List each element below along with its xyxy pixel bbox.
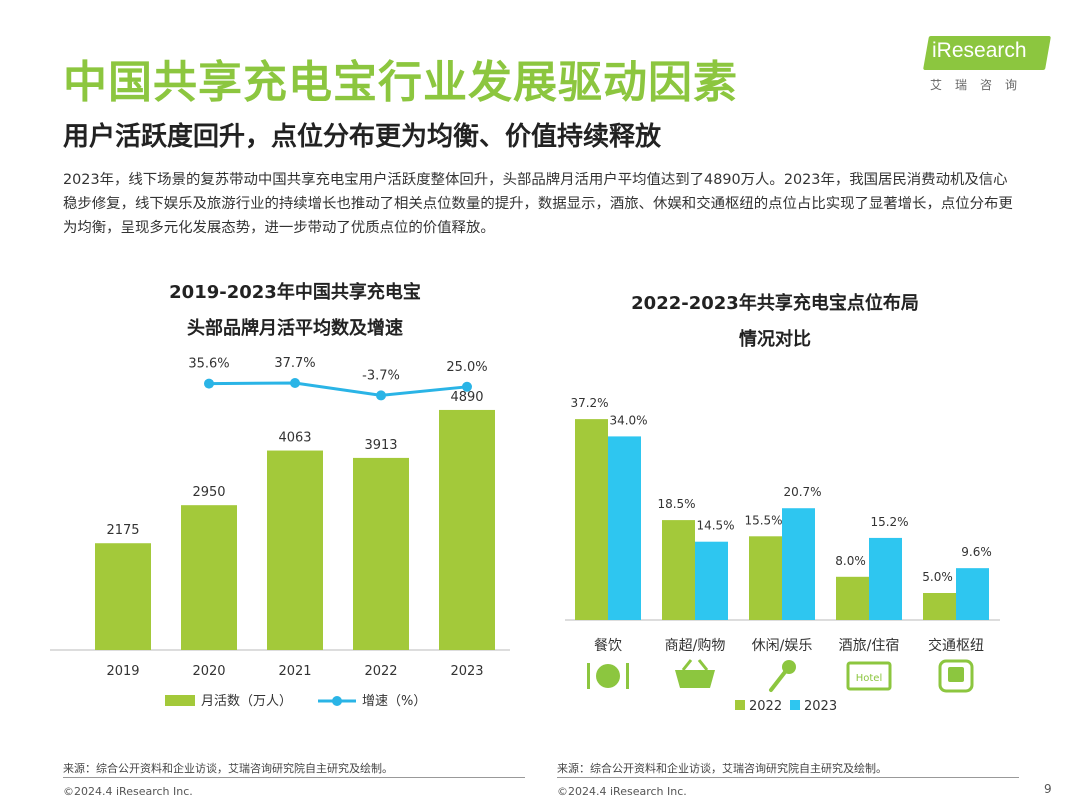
fork <box>587 663 590 689</box>
logo-subtext: 艾瑞咨询 <box>930 78 1031 92</box>
chart1-title-line1: 2019-2023年中国共享充电宝 <box>169 282 421 303</box>
page-subtitle: 用户活跃度回升，点位分布更为均衡、价值持续释放 <box>63 122 662 152</box>
growth-line <box>208 381 468 397</box>
dining-icon <box>587 663 629 689</box>
source-note-right: 来源：综合公开资料和企业访谈，艾瑞咨询研究院自主研究及绘制。 <box>557 762 887 775</box>
category-label-休闲/娱乐: 休闲/娱乐 <box>752 638 813 654</box>
bar-2022-餐饮 <box>575 419 608 620</box>
bar-2022-酒旅/住宿 <box>836 576 869 620</box>
bar-2022-休闲/娱乐 <box>749 536 782 620</box>
mic-handle <box>769 670 787 692</box>
bar-label-2022-餐饮: 37.2% <box>570 396 608 410</box>
legend-label-2023: 2023 <box>804 699 837 714</box>
legend-label-2022: 2022 <box>749 699 782 714</box>
monthly-active-users-chart: 2175 2019 2950 2020 4063 2021 3913 2022 4890 2023… <box>50 356 510 709</box>
bar-label-2022-商超/购物: 18.5% <box>657 497 695 511</box>
bar-2023-商超/购物 <box>695 541 728 620</box>
growth-point-2022 <box>376 390 386 401</box>
bar-label-2020: 2950 <box>192 485 225 500</box>
category-label-酒旅/住宿: 酒旅/住宿 <box>839 637 900 654</box>
basket-body <box>675 670 715 688</box>
x-tick-2021: 2021 <box>278 664 311 679</box>
growth-label-2021: 37.7% <box>274 356 315 371</box>
bar-2023-餐饮 <box>608 436 641 620</box>
legend-swatch-2022 <box>735 700 745 710</box>
bar-label-2019: 2175 <box>106 523 139 538</box>
hotel-icon: Hotel <box>846 661 892 691</box>
location-distribution-chart: 37.2%34.0% 餐饮 18.5%14.5% 商超/购物 15.5%20.7% 休闲/… <box>565 396 1000 714</box>
iresearch-logo: iResearch 艾瑞咨询 <box>923 36 1051 96</box>
growth-point-2021 <box>290 378 300 388</box>
bar-label-2023-餐饮: 34.0% <box>609 413 647 427</box>
bar-label-2023-酒旅/住宿: 15.2% <box>870 515 908 529</box>
footer-divider-left <box>63 777 525 778</box>
category-label-交通枢纽: 交通枢纽 <box>928 637 984 654</box>
growth-point-2020 <box>204 378 214 389</box>
bar-2023-交通枢纽 <box>956 568 989 620</box>
logo-text: iResearch <box>932 39 1027 62</box>
knife <box>626 663 629 689</box>
x-tick-2023: 2023 <box>450 664 483 679</box>
shopping-basket-icon <box>675 659 715 688</box>
legend-swatch-mau <box>165 695 195 706</box>
page-title: 中国共享充电宝行业发展驱动因素 <box>63 57 738 108</box>
hotel-sign-text: Hotel <box>856 673 883 684</box>
footer-divider-right <box>557 777 1019 778</box>
bar-mau-2021 <box>267 450 323 650</box>
basket-handle <box>681 659 709 671</box>
bar-label-2022-休闲/娱乐: 15.5% <box>744 513 782 527</box>
train-body <box>948 667 964 682</box>
legend-label-mau: 月活数（万人） <box>201 694 292 709</box>
chart1-title: 2019-2023年中国共享充电宝 头部品牌月活平均数及增速 <box>85 275 505 347</box>
growth-point-2023 <box>462 381 472 392</box>
source-note-left: 来源：综合公开资料和企业访谈，艾瑞咨询研究院自主研究及绘制。 <box>63 762 393 775</box>
train-icon <box>938 659 974 693</box>
category-label-商超/购物: 商超/购物 <box>665 638 726 654</box>
chart2-title-line2: 情况对比 <box>739 329 811 350</box>
train-frame <box>938 659 974 693</box>
bar-label-2022-交通枢纽: 5.0% <box>922 570 953 584</box>
x-tick-2019: 2019 <box>106 664 139 679</box>
bar-label-2023-休闲/娱乐: 20.7% <box>783 485 821 499</box>
bar-label-2023-交通枢纽: 9.6% <box>961 545 992 559</box>
chart2-title: 2022-2023年共享充电宝点位布局 情况对比 <box>560 286 990 358</box>
bar-2023-酒旅/住宿 <box>869 537 902 620</box>
category-label-餐饮: 餐饮 <box>594 638 622 654</box>
bar-label-2023-商超/购物: 14.5% <box>696 519 734 533</box>
x-tick-2022: 2022 <box>364 664 397 679</box>
intro-paragraph: 2023年，线下场景的复苏带动中国共享充电宝用户活跃度整体回升，头部品牌月活用户… <box>63 172 1013 236</box>
bar-2022-交通枢纽 <box>923 593 956 620</box>
bar-mau-2019 <box>95 543 151 650</box>
bar-2022-商超/购物 <box>662 520 695 620</box>
bar-label-2021: 4063 <box>278 431 311 446</box>
page-number: 9 <box>1044 782 1052 796</box>
bar-mau-2022 <box>353 457 409 650</box>
x-tick-2020: 2020 <box>192 664 225 679</box>
bar-label-2022-酒旅/住宿: 8.0% <box>835 554 866 568</box>
bar-mau-2023 <box>439 409 495 650</box>
legend-label-growth: 增速（%） <box>362 694 426 709</box>
growth-label-2023: 25.0% <box>446 360 487 375</box>
copyright-right: ©2024.4 iResearch Inc. <box>557 785 687 798</box>
growth-label-2022: -3.7% <box>362 368 400 383</box>
growth-label-2020: 35.6% <box>188 357 229 372</box>
microphone-icon <box>769 660 796 692</box>
chart1-title-line2: 头部品牌月活平均数及增速 <box>187 318 403 339</box>
plate <box>596 664 620 688</box>
bar-mau-2020 <box>181 505 237 650</box>
copyright-left: ©2024.4 iResearch Inc. <box>63 785 193 798</box>
bar-label-2022: 3913 <box>364 438 397 453</box>
legend-swatch-2023 <box>790 700 800 710</box>
chart2-title-line1: 2022-2023年共享充电宝点位布局 <box>631 293 919 314</box>
hotel-frame <box>846 661 892 691</box>
bar-label-2023: 4890 <box>450 390 483 405</box>
legend-marker-growth <box>332 696 342 706</box>
bar-2023-休闲/娱乐 <box>782 508 815 620</box>
